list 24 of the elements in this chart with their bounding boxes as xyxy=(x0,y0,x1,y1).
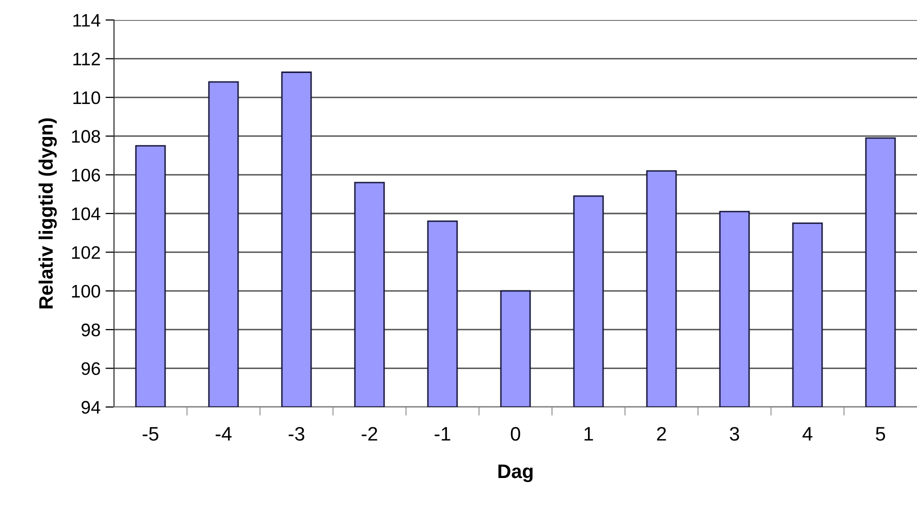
y-tick-label: 100 xyxy=(72,284,100,298)
y-tick-label: 104 xyxy=(72,207,100,220)
y-axis-title: Relativ liggtid (dygn) xyxy=(38,118,57,308)
y-tick-label: 106 xyxy=(72,168,100,182)
x-axis-title: Dag xyxy=(498,464,533,482)
y-tick-label: 94 xyxy=(82,400,100,414)
y-tick-label: 110 xyxy=(73,91,100,104)
x-tick-label: 0 xyxy=(510,426,520,441)
y-tick-label: 114 xyxy=(73,14,100,27)
x-tick-label: 4 xyxy=(802,427,812,441)
x-tick-label: 1 xyxy=(584,427,593,441)
x-tick-label: -4 xyxy=(216,427,232,441)
x-tick-label: 2 xyxy=(657,426,666,441)
x-tick-label: -5 xyxy=(142,427,158,441)
y-tick-label: 98 xyxy=(82,324,100,336)
x-tick-label: 5 xyxy=(876,427,886,441)
y-tick-label: 108 xyxy=(72,130,100,143)
x-tick-label: 3 xyxy=(730,426,740,441)
x-tick-label: -3 xyxy=(288,426,304,441)
y-tick-label: 112 xyxy=(73,52,100,66)
x-tick-label: -2 xyxy=(362,426,378,441)
x-tick-label: -1 xyxy=(434,427,450,441)
y-tick-label: 102 xyxy=(72,246,100,259)
y-tick-label: 96 xyxy=(82,362,100,376)
